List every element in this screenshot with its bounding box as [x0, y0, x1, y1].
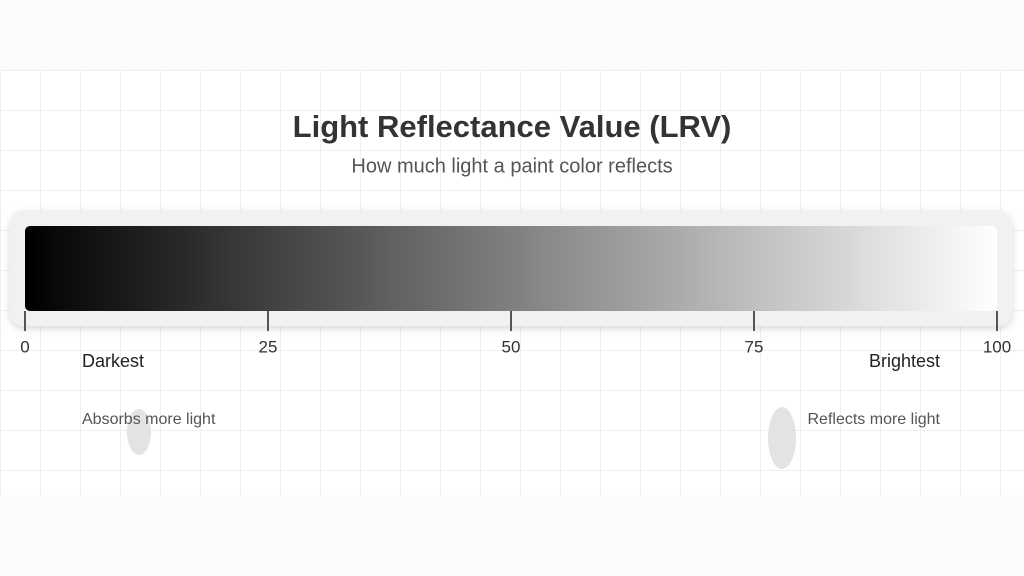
subtitle: How much light a paint color reflects [351, 155, 672, 177]
high-note: Reflects more light [808, 411, 941, 428]
tick-label: 100 [983, 337, 1011, 356]
tick-label: 25 [259, 337, 278, 356]
tick-label: 50 [502, 337, 521, 356]
gradient-bar [25, 226, 997, 311]
low-label: Darkest [82, 351, 144, 371]
decoration [768, 407, 796, 469]
tick-label: 75 [745, 337, 764, 356]
title: Light Reflectance Value (LRV) [293, 109, 732, 144]
decoration [127, 409, 151, 455]
high-label: Brightest [869, 351, 940, 371]
low-note: Absorbs more light [82, 411, 216, 428]
tick-label: 0 [20, 337, 29, 356]
